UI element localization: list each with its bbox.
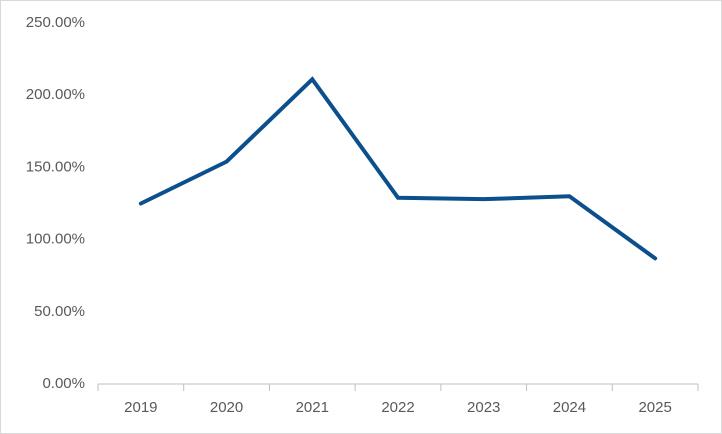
y-tick-label: 200.00% <box>26 86 85 103</box>
x-tick-label: 2024 <box>553 399 586 416</box>
x-tick-label: 2022 <box>381 399 414 416</box>
y-tick-label: 0.00% <box>42 375 85 392</box>
x-tick-label: 2020 <box>210 399 243 416</box>
y-tick-label: 250.00% <box>26 14 85 31</box>
data-line <box>138 76 658 261</box>
x-tick-label: 2023 <box>467 399 500 416</box>
x-tick-label: 2021 <box>296 399 329 416</box>
x-tick-label: 2025 <box>638 399 671 416</box>
y-tick-label: 150.00% <box>26 158 85 175</box>
y-tick-label: 50.00% <box>34 303 85 320</box>
y-tick-label: 100.00% <box>26 231 85 248</box>
x-tick-label: 2019 <box>124 399 157 416</box>
